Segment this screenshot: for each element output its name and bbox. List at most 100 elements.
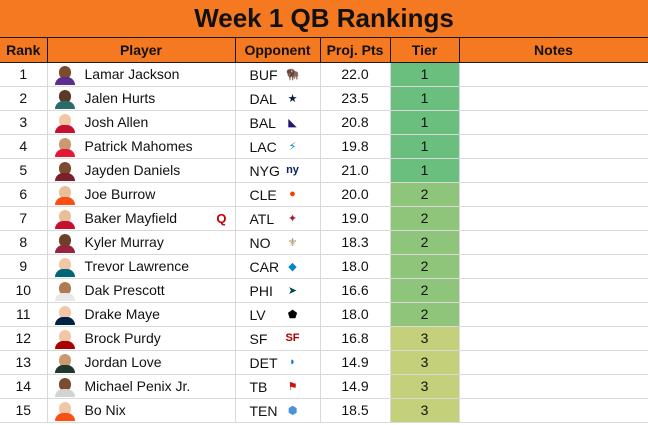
notes-cell[interactable] xyxy=(459,254,648,279)
opponent-cell[interactable]: NYG ny xyxy=(235,158,321,183)
opponent-cell[interactable]: LV ⬟ xyxy=(235,302,321,327)
opponent-cell[interactable]: CLE ● xyxy=(235,182,321,207)
header-tier[interactable]: Tier xyxy=(390,38,460,63)
proj-pts-cell[interactable]: 19.8 xyxy=(320,134,391,159)
player-cell[interactable]: Josh Allen xyxy=(47,110,236,135)
opponent-cell[interactable]: PHI ➤ xyxy=(235,278,321,303)
notes-cell[interactable] xyxy=(459,86,648,111)
player-cell[interactable]: Trevor Lawrence xyxy=(47,254,236,279)
tier-cell[interactable]: 2 xyxy=(389,206,460,231)
notes-cell[interactable] xyxy=(459,110,648,135)
proj-pts-cell[interactable]: 18.3 xyxy=(320,230,391,255)
rank-cell[interactable]: 4 xyxy=(0,134,48,159)
rank-cell[interactable]: 14 xyxy=(0,374,48,399)
tier-cell[interactable]: 2 xyxy=(389,278,460,303)
rank-cell[interactable]: 6 xyxy=(0,182,48,207)
header-notes[interactable]: Notes xyxy=(459,38,648,63)
player-cell[interactable]: Baker Mayfield Q xyxy=(47,206,236,231)
tier-cell[interactable]: 3 xyxy=(389,326,460,351)
rank-cell[interactable]: 15 xyxy=(0,398,48,423)
header-proj-pts[interactable]: Proj. Pts xyxy=(320,38,391,63)
notes-cell[interactable] xyxy=(459,326,648,351)
tier-cell[interactable]: 1 xyxy=(389,158,460,183)
header-player[interactable]: Player xyxy=(47,38,236,63)
player-wrap: Michael Penix Jr. xyxy=(48,375,235,398)
opponent-cell[interactable]: SF SF xyxy=(235,326,321,351)
tier-cell[interactable]: 2 xyxy=(389,254,460,279)
player-cell[interactable]: Drake Maye xyxy=(47,302,236,327)
notes-cell[interactable] xyxy=(459,158,648,183)
rank-cell[interactable]: 8 xyxy=(0,230,48,255)
tier-cell[interactable]: 2 xyxy=(389,182,460,207)
notes-cell[interactable] xyxy=(459,350,648,375)
notes-cell[interactable] xyxy=(459,302,648,327)
proj-pts-cell[interactable]: 19.0 xyxy=(320,206,391,231)
player-cell[interactable]: Patrick Mahomes xyxy=(47,134,236,159)
opponent-cell[interactable]: DAL ★ xyxy=(235,86,321,111)
tier-cell[interactable]: 3 xyxy=(389,350,460,375)
proj-pts-cell[interactable]: 21.0 xyxy=(320,158,391,183)
tier-cell[interactable]: 1 xyxy=(389,110,460,135)
proj-pts-cell[interactable]: 14.9 xyxy=(320,374,391,399)
tier-cell[interactable]: 3 xyxy=(389,374,460,399)
proj-pts-cell[interactable]: 20.8 xyxy=(320,110,391,135)
page-title[interactable]: Week 1 QB Rankings xyxy=(0,0,648,38)
opponent-cell[interactable]: TB ⚑ xyxy=(235,374,321,399)
player-cell[interactable]: Bo Nix xyxy=(47,398,236,423)
opponent-cell[interactable]: LAC ⚡ xyxy=(235,134,321,159)
player-cell[interactable]: Joe Burrow xyxy=(47,182,236,207)
tier-cell[interactable]: 2 xyxy=(389,302,460,327)
player-cell[interactable]: Michael Penix Jr. xyxy=(47,374,236,399)
player-cell[interactable]: Lamar Jackson xyxy=(47,62,236,87)
opponent-cell[interactable]: TEN ⬢ xyxy=(235,398,321,423)
notes-cell[interactable] xyxy=(459,134,648,159)
proj-pts-cell[interactable]: 23.5 xyxy=(320,86,391,111)
proj-pts-cell[interactable]: 16.6 xyxy=(320,278,391,303)
player-cell[interactable]: Kyler Murray xyxy=(47,230,236,255)
player-cell[interactable]: Brock Purdy xyxy=(47,326,236,351)
rank-cell[interactable]: 1 xyxy=(0,62,48,87)
table-row: 14 Michael Penix Jr. TB ⚑ 14.9 3 xyxy=(0,374,648,399)
tier-cell[interactable]: 3 xyxy=(389,398,460,423)
proj-pts-cell[interactable]: 18.0 xyxy=(320,254,391,279)
proj-pts-cell[interactable]: 18.0 xyxy=(320,302,391,327)
rank-cell[interactable]: 10 xyxy=(0,278,48,303)
notes-cell[interactable] xyxy=(459,374,648,399)
notes-cell[interactable] xyxy=(459,182,648,207)
proj-pts-cell[interactable]: 20.0 xyxy=(320,182,391,207)
opponent-cell[interactable]: BAL ◣ xyxy=(235,110,321,135)
notes-cell[interactable] xyxy=(459,278,648,303)
rank-cell[interactable]: 3 xyxy=(0,110,48,135)
tier-cell[interactable]: 1 xyxy=(389,134,460,159)
proj-pts-cell[interactable]: 16.8 xyxy=(320,326,391,351)
rank-cell[interactable]: 5 xyxy=(0,158,48,183)
header-rank[interactable]: Rank xyxy=(0,38,48,63)
header-opponent[interactable]: Opponent xyxy=(235,38,321,63)
proj-pts-cell[interactable]: 14.9 xyxy=(320,350,391,375)
opponent-cell[interactable]: NO ⚜ xyxy=(235,230,321,255)
opponent-cell[interactable]: BUF 🦬 xyxy=(235,62,321,87)
rank-cell[interactable]: 9 xyxy=(0,254,48,279)
rank-cell[interactable]: 2 xyxy=(0,86,48,111)
rank-cell[interactable]: 13 xyxy=(0,350,48,375)
rank-cell[interactable]: 7 xyxy=(0,206,48,231)
player-cell[interactable]: Dak Prescott xyxy=(47,278,236,303)
tier-cell[interactable]: 2 xyxy=(389,230,460,255)
notes-cell[interactable] xyxy=(459,398,648,423)
proj-pts-cell[interactable]: 18.5 xyxy=(320,398,391,423)
player-cell[interactable]: Jalen Hurts xyxy=(47,86,236,111)
notes-cell[interactable] xyxy=(459,206,648,231)
proj-pts-cell[interactable]: 22.0 xyxy=(320,62,391,87)
notes-cell[interactable] xyxy=(459,62,648,87)
opponent-cell[interactable]: DET ◗ xyxy=(235,350,321,375)
rank-cell[interactable]: 11 xyxy=(0,302,48,327)
notes-cell[interactable] xyxy=(459,230,648,255)
opponent-cell[interactable]: ATL ✦ xyxy=(235,206,321,231)
player-cell[interactable]: Jayden Daniels xyxy=(47,158,236,183)
tier-cell[interactable]: 1 xyxy=(389,86,460,111)
tier-cell[interactable]: 1 xyxy=(389,62,460,87)
headshot-jersey xyxy=(54,197,75,205)
rank-cell[interactable]: 12 xyxy=(0,326,48,351)
opponent-cell[interactable]: CAR ◆ xyxy=(235,254,321,279)
player-cell[interactable]: Jordan Love xyxy=(47,350,236,375)
